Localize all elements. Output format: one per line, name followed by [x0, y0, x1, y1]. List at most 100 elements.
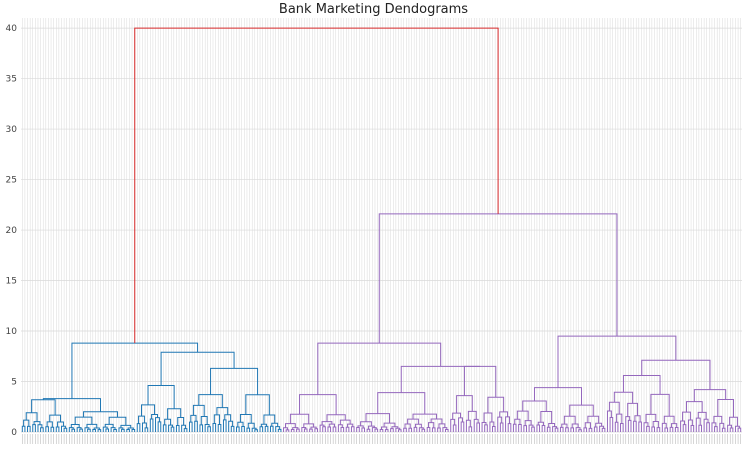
dendrogram-link — [57, 421, 64, 427]
dendrogram-link — [199, 424, 204, 432]
dendrogram-link — [620, 423, 624, 432]
dendrogram-link — [71, 428, 76, 432]
dendrogram-link — [473, 418, 479, 432]
dendrogram-link — [540, 411, 553, 424]
dendrogram-link — [31, 399, 56, 416]
dendrogram-link — [395, 427, 401, 432]
y-tick-label: 25 — [6, 176, 17, 186]
dendrogram-link — [413, 426, 418, 432]
dendrogram-link — [528, 424, 534, 432]
dendrogram-link — [110, 427, 116, 432]
dendrogram-link — [108, 416, 127, 426]
dendrogram-link — [727, 424, 733, 432]
dendrogram-link — [327, 426, 332, 432]
dendrogram-link — [404, 423, 411, 429]
dendrogram-link — [698, 424, 703, 432]
dendrogram-link — [319, 424, 325, 432]
dendrogram-link — [207, 426, 211, 432]
dendrogram-link — [303, 428, 308, 432]
dendrogram-link — [45, 426, 49, 432]
dendrogram-link — [277, 428, 282, 432]
dendrogram-link — [643, 422, 649, 432]
dendrogram-link — [400, 365, 481, 393]
dendrogram-link — [317, 342, 442, 395]
dendrogram-link — [290, 428, 295, 432]
dendrogram-link — [669, 426, 674, 432]
dendrogram-link — [499, 422, 504, 432]
dendrogram-link — [230, 425, 235, 432]
dendrogram-link — [557, 335, 677, 388]
dendrogram-link — [456, 395, 473, 414]
dendrogram-link — [155, 417, 160, 432]
dendrogram-link — [682, 424, 687, 432]
dendrogram-link — [695, 417, 701, 432]
dendrogram-link — [499, 411, 509, 418]
dendrogram-link — [476, 422, 480, 432]
dendrogram-link — [690, 424, 695, 432]
dendrogram-link — [192, 404, 205, 417]
dendrogram-link — [37, 424, 43, 432]
dendrogram-link — [408, 427, 413, 432]
dendrogram-link — [134, 27, 499, 344]
dendrogram-link — [663, 415, 675, 424]
dendrogram-link — [68, 427, 74, 432]
dendrogram-link — [379, 428, 384, 432]
dendrogram-link — [105, 428, 110, 432]
dendrogram-link — [378, 213, 618, 344]
dendrogram-link — [384, 429, 389, 432]
dendrogram-link — [487, 396, 505, 414]
dendrogram-link — [247, 422, 255, 429]
dendrogram-link — [151, 413, 158, 420]
dendrogram-link — [468, 426, 473, 432]
dendrogram-link — [245, 394, 270, 415]
dendrogram-link — [87, 428, 91, 432]
dendrogram-link — [706, 422, 710, 432]
dendrogram-link — [70, 423, 80, 428]
dendrogram-link — [437, 427, 441, 432]
dendrogram-link — [23, 419, 30, 427]
dendrogram-link — [633, 420, 637, 432]
dendrogram-link — [285, 429, 290, 432]
dendrogram-link — [361, 427, 366, 432]
chart-title: Bank Marketing Dendograms — [278, 2, 469, 17]
dendrogram-link — [113, 429, 117, 432]
dendrogram-link — [588, 427, 593, 432]
dendrogram-link — [616, 413, 623, 424]
y-tick-label: 15 — [6, 277, 17, 287]
dendrogram-link — [583, 427, 588, 432]
dendrogram-link — [606, 410, 612, 432]
dendrogram-link — [183, 428, 188, 432]
dendrogram-link — [217, 424, 222, 432]
dendrogram-link — [21, 425, 26, 432]
dendrogram-link — [559, 426, 564, 432]
dendrogram-link — [84, 427, 90, 432]
dendrogram-link — [228, 420, 234, 432]
dendrogram-link — [246, 427, 251, 432]
dendrogram-link — [222, 419, 227, 432]
dendrogram-link — [236, 426, 240, 432]
dendrogram-link — [460, 421, 465, 432]
dendrogram-link — [507, 423, 512, 432]
dendrogram-link — [79, 428, 83, 432]
dendrogram-link — [418, 427, 424, 432]
dendrogram-link — [118, 427, 124, 432]
y-tick-label: 30 — [6, 125, 18, 135]
dendrogram-link — [269, 425, 274, 432]
dendrogram-link — [467, 410, 477, 421]
dendrogram-link — [314, 428, 318, 432]
y-tick-label: 10 — [6, 327, 18, 337]
dendrogram-link — [714, 426, 718, 432]
dendrogram-link — [27, 425, 31, 432]
dendrogram-link — [428, 422, 435, 428]
dendrogram-link — [177, 417, 185, 426]
dendrogram-link — [138, 415, 145, 424]
dendrogram-link — [729, 427, 734, 432]
dendrogram-link — [682, 411, 691, 421]
dendrogram-link — [645, 413, 657, 423]
dendrogram-link — [450, 418, 456, 432]
dendrogram-link — [350, 426, 355, 432]
dendrogram-link — [627, 402, 639, 417]
y-tick-label: 20 — [6, 226, 18, 236]
dendrogram-link — [390, 428, 394, 432]
dendrogram-link — [721, 427, 726, 432]
